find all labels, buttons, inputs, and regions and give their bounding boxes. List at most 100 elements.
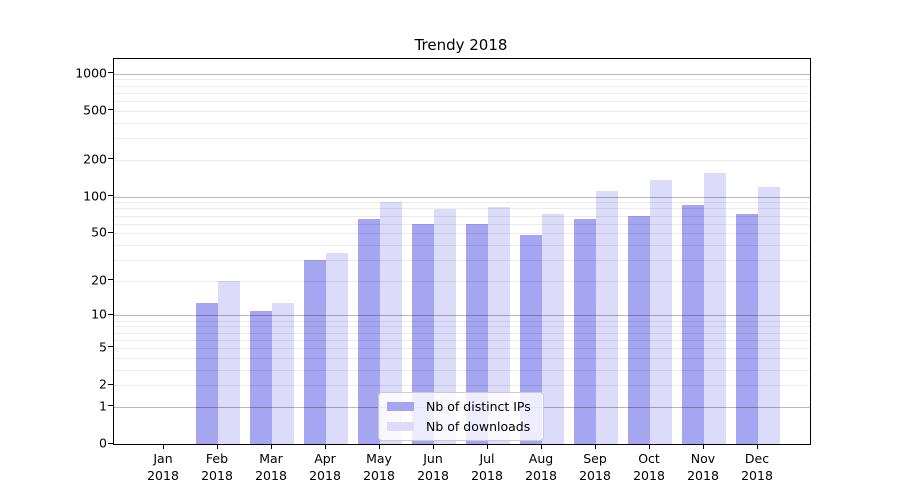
y-tick-mark-50 xyxy=(108,231,113,233)
y-tick-label-2: 2 xyxy=(99,376,107,392)
y-tick-label-200: 200 xyxy=(83,151,107,167)
y-tick-mark-500 xyxy=(108,109,113,111)
legend-item-distinct-ips: Nb of distinct IPs xyxy=(387,399,531,414)
y-tick-label-1: 1 xyxy=(99,398,107,414)
y-tick-label-100: 100 xyxy=(83,188,107,204)
minor-gridline-200 xyxy=(114,159,810,161)
plot-area xyxy=(113,58,811,445)
chart-title: Trendy 2018 xyxy=(414,36,508,54)
bar-downloads-oct xyxy=(650,179,672,444)
bar-distinct-ips-feb xyxy=(196,302,218,444)
x-tick-label-may: May 2018 xyxy=(363,451,395,483)
minor-gridline-500 xyxy=(114,110,810,112)
x-tick-mark-jan xyxy=(163,444,164,449)
y-tick-mark-0 xyxy=(108,442,113,444)
minor-gridline-3 xyxy=(114,369,810,371)
minor-gridline-8 xyxy=(114,326,810,328)
bar-distinct-ips-apr xyxy=(304,259,326,444)
y-tick-mark-200 xyxy=(108,158,113,160)
gridline-100 xyxy=(114,196,810,198)
x-tick-label-apr: Apr 2018 xyxy=(309,451,341,483)
y-tick-label-10: 10 xyxy=(91,306,107,322)
y-tick-mark-20 xyxy=(108,279,113,281)
gridline-1000 xyxy=(114,73,810,75)
legend-swatch-distinct-ips xyxy=(387,402,414,411)
minor-gridline-40 xyxy=(114,244,810,246)
bar-distinct-ips-sep xyxy=(574,219,596,444)
x-tick-mark-mar xyxy=(271,444,272,449)
gridline-10 xyxy=(114,315,810,317)
bar-downloads-sep xyxy=(596,190,618,444)
x-tick-label-nov: Nov 2018 xyxy=(687,451,719,483)
minor-gridline-300 xyxy=(114,138,810,140)
legend-label-downloads: Nb of downloads xyxy=(426,419,531,434)
bar-downloads-dec xyxy=(758,186,780,444)
x-tick-mark-jul xyxy=(487,444,488,449)
x-tick-label-jun: Jun 2018 xyxy=(417,451,449,483)
minor-gridline-80 xyxy=(114,208,810,210)
x-tick-mark-oct xyxy=(649,444,650,449)
bar-distinct-ips-dec xyxy=(736,214,758,444)
y-tick-label-1000: 1000 xyxy=(75,65,107,81)
minor-gridline-30 xyxy=(114,259,810,261)
minor-gridline-900 xyxy=(114,79,810,81)
x-tick-label-mar: Mar 2018 xyxy=(255,451,287,483)
bar-distinct-ips-mar xyxy=(250,310,272,444)
bar-downloads-jul xyxy=(488,207,510,444)
y-tick-mark-1000 xyxy=(108,72,113,74)
y-tick-label-50: 50 xyxy=(91,224,107,240)
x-tick-label-jul: Jul 2018 xyxy=(471,451,503,483)
x-tick-mark-aug xyxy=(541,444,542,449)
minor-gridline-600 xyxy=(114,101,810,103)
bar-downloads-mar xyxy=(272,302,294,444)
y-tick-mark-5 xyxy=(108,346,113,348)
minor-gridline-50 xyxy=(114,233,810,235)
y-tick-label-20: 20 xyxy=(91,272,107,288)
minor-gridline-70 xyxy=(114,215,810,217)
x-tick-mark-apr xyxy=(325,444,326,449)
bar-distinct-ips-oct xyxy=(628,215,650,444)
bar-downloads-feb xyxy=(218,280,240,444)
minor-gridline-7 xyxy=(114,332,810,334)
minor-gridline-60 xyxy=(114,223,810,225)
x-tick-mark-dec xyxy=(757,444,758,449)
y-tick-mark-10 xyxy=(108,313,113,315)
bar-downloads-may xyxy=(380,202,402,444)
x-tick-mark-nov xyxy=(703,444,704,449)
minor-gridline-700 xyxy=(114,92,810,94)
x-tick-mark-sep xyxy=(595,444,596,449)
minor-gridline-9 xyxy=(114,320,810,322)
minor-gridline-4 xyxy=(114,357,810,359)
bar-distinct-ips-aug xyxy=(520,235,542,444)
bar-downloads-jun xyxy=(434,208,456,444)
y-tick-mark-1 xyxy=(108,405,113,407)
y-tick-mark-2 xyxy=(108,383,113,385)
x-tick-label-jan: Jan 2018 xyxy=(147,451,179,483)
x-tick-label-feb: Feb 2018 xyxy=(201,451,233,483)
bar-downloads-nov xyxy=(704,173,726,444)
y-tick-label-5: 5 xyxy=(99,339,107,355)
minor-gridline-2 xyxy=(114,385,810,387)
minor-gridline-20 xyxy=(114,280,810,282)
y-tick-mark-100 xyxy=(108,195,113,197)
legend-item-downloads: Nb of downloads xyxy=(387,419,531,434)
x-tick-label-aug: Aug 2018 xyxy=(525,451,557,483)
x-tick-mark-feb xyxy=(217,444,218,449)
minor-gridline-90 xyxy=(114,202,810,204)
y-tick-label-0: 0 xyxy=(99,435,107,451)
x-tick-mark-may xyxy=(379,444,380,449)
y-tick-label-500: 500 xyxy=(83,102,107,118)
bar-distinct-ips-may xyxy=(358,219,380,444)
minor-gridline-5 xyxy=(114,347,810,349)
x-tick-label-oct: Oct 2018 xyxy=(633,451,665,483)
legend-swatch-downloads xyxy=(387,422,414,431)
bar-distinct-ips-jul xyxy=(466,223,488,444)
bar-downloads-apr xyxy=(326,253,348,444)
minor-gridline-400 xyxy=(114,122,810,124)
minor-gridline-800 xyxy=(114,85,810,87)
minor-gridline-6 xyxy=(114,339,810,341)
x-tick-label-sep: Sep 2018 xyxy=(579,451,611,483)
x-tick-mark-jun xyxy=(433,444,434,449)
x-tick-label-dec: Dec 2018 xyxy=(741,451,773,483)
